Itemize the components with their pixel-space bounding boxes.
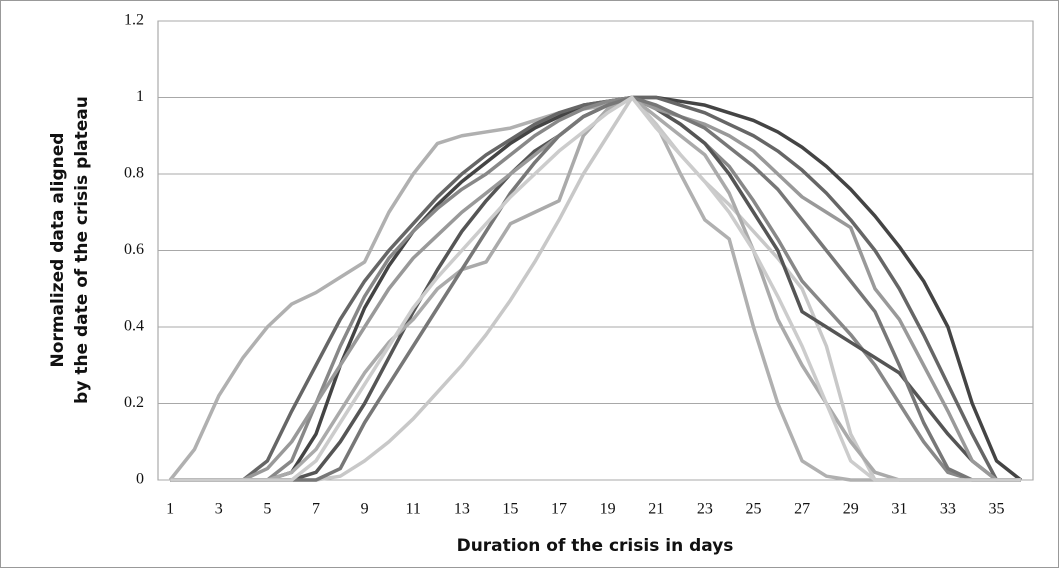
x-tick-label: 25 (745, 501, 761, 518)
x-tick-label: 15 (502, 501, 518, 518)
x-tick-label: 9 (361, 501, 369, 518)
y-tick-label: 0.8 (124, 165, 144, 182)
x-tick-label: 33 (940, 501, 956, 518)
x-tick-label: 1 (166, 501, 174, 518)
y-tick-label: 1.2 (124, 12, 144, 29)
y-tick-label: 0.4 (124, 318, 144, 335)
series-line (170, 95, 1021, 482)
x-tick-label: 7 (312, 501, 320, 518)
x-tick-label: 27 (794, 501, 810, 518)
x-tick-label: 31 (891, 501, 907, 518)
x-tick-label: 19 (600, 501, 616, 518)
y-tick-label: 0.6 (124, 241, 144, 258)
x-tick-label: 17 (551, 501, 567, 518)
x-tick-label: 29 (843, 501, 859, 518)
x-axis-label: Duration of the crisis in days (457, 536, 734, 556)
y-axis-label: Normalized data aligned (48, 133, 68, 368)
x-tick-label: 13 (454, 501, 470, 518)
series-line (170, 95, 1021, 482)
y-axis-label: by the date of the crisis plateau (72, 96, 92, 404)
x-tick-label: 11 (406, 501, 421, 518)
x-tick-label: 21 (648, 501, 664, 518)
y-tick-label: 0 (136, 471, 144, 488)
x-tick-label: 5 (263, 501, 271, 518)
y-tick-label: 1 (136, 88, 144, 105)
y-tick-label: 0.2 (124, 394, 144, 411)
x-tick-label: 35 (989, 501, 1005, 518)
x-tick-label: 23 (697, 501, 713, 518)
series-line (170, 95, 1021, 482)
x-tick-label: 3 (215, 501, 223, 518)
